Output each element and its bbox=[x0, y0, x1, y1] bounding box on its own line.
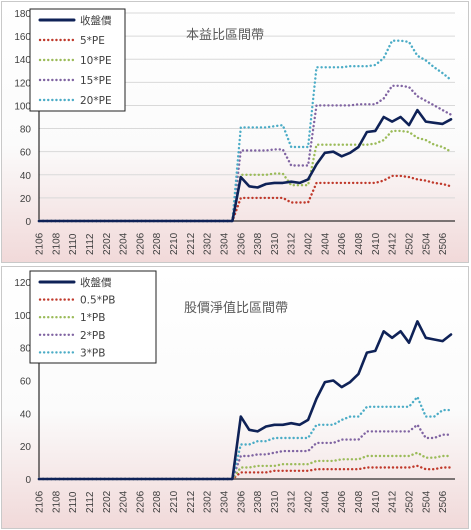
x-tick-label: 2108 bbox=[51, 490, 62, 513]
y-tick-label: 60 bbox=[20, 148, 32, 159]
y-tick-label: 0 bbox=[25, 475, 31, 486]
x-tick-label: 2212 bbox=[186, 490, 197, 513]
x-tick-label: 2210 bbox=[169, 490, 180, 513]
x-tick-label: 2206 bbox=[135, 490, 146, 513]
x-tick-label: 2506 bbox=[438, 232, 449, 255]
x-tick-label: 2208 bbox=[152, 232, 163, 255]
y-tick-label: 40 bbox=[20, 171, 32, 182]
x-tick-label: 2404 bbox=[320, 490, 331, 513]
x-tick-label: 2308 bbox=[253, 490, 264, 513]
x-tick-label: 2410 bbox=[371, 232, 382, 255]
x-tick-label: 2502 bbox=[404, 232, 415, 255]
y-tick-label: 0 bbox=[25, 217, 31, 228]
y-tick-label: 120 bbox=[14, 278, 31, 289]
pb-band-chart-panel: 0 20 40 60 80 100 120 2106 2108 2110 2112 2202 2204 2… bbox=[1, 266, 469, 529]
y-tick-label: 120 bbox=[14, 78, 31, 89]
legend-entry: 20*PE bbox=[80, 95, 112, 107]
y-tick-label: 60 bbox=[20, 377, 32, 388]
x-tick-label: 2208 bbox=[152, 490, 163, 513]
x-tick-label: 2502 bbox=[404, 490, 415, 513]
x-tick-label: 2406 bbox=[337, 232, 348, 255]
chart-title: 股價淨值比區間帶 bbox=[184, 300, 288, 316]
x-tick-label: 2206 bbox=[135, 232, 146, 255]
x-tick-label: 2204 bbox=[119, 490, 130, 513]
series-line-0 bbox=[37, 320, 453, 481]
x-tick-label: 2312 bbox=[287, 232, 298, 255]
x-tick-label: 2410 bbox=[371, 490, 382, 513]
x-tick-label: 2108 bbox=[51, 232, 62, 255]
x-tick-label: 2312 bbox=[287, 490, 298, 513]
x-tick-label: 2304 bbox=[219, 490, 230, 513]
x-tick-label: 2306 bbox=[236, 490, 247, 513]
y-tick-label: 140 bbox=[14, 55, 31, 66]
x-tick-label: 2404 bbox=[320, 232, 331, 255]
legend-entry: 3*PB bbox=[80, 347, 105, 359]
x-tick-label: 2412 bbox=[388, 490, 399, 513]
series-line-1 bbox=[37, 464, 453, 481]
x-tick-label: 2304 bbox=[219, 232, 230, 255]
x-tick-label: 2204 bbox=[119, 232, 130, 255]
legend-entry: 收盤價 bbox=[80, 14, 112, 27]
pb-band-chart: 0 20 40 60 80 100 120 2106 2108 2110 2112 2202 2204 2… bbox=[14, 270, 455, 513]
x-tick-label: 2306 bbox=[236, 232, 247, 255]
x-tick-label: 2112 bbox=[85, 233, 96, 255]
x-tick-label: 2408 bbox=[354, 232, 365, 255]
x-tick-label: 2302 bbox=[203, 232, 214, 255]
pe-band-chart-panel: 0 20 40 60 80 100 120 140 160 180 2106 2108 2110 2112… bbox=[1, 1, 469, 263]
legend-entry: 15*PE bbox=[80, 75, 112, 87]
y-tick-label: 80 bbox=[20, 344, 32, 355]
x-tick-label: 2110 bbox=[68, 233, 79, 255]
y-tick-label: 100 bbox=[14, 311, 31, 322]
y-tick-label: 100 bbox=[14, 101, 31, 112]
legend-box bbox=[29, 270, 157, 364]
legend-box bbox=[29, 8, 126, 112]
x-tick-label: 2412 bbox=[388, 232, 399, 255]
legend-entry: 0.5*PB bbox=[80, 295, 115, 307]
y-tick-label: 160 bbox=[14, 32, 31, 43]
x-tick-label: 2212 bbox=[186, 232, 197, 255]
x-tick-label: 2302 bbox=[203, 490, 214, 513]
x-tick-label: 2210 bbox=[169, 232, 180, 255]
legend-entry: 收盤價 bbox=[80, 276, 112, 289]
chart-title: 本益比區間帶 bbox=[186, 28, 264, 43]
x-tick-label: 2506 bbox=[438, 490, 449, 513]
x-tick-label: 2308 bbox=[253, 232, 264, 255]
x-tick-label: 2202 bbox=[102, 232, 113, 255]
y-tick-label: 20 bbox=[20, 442, 32, 453]
series-line-2 bbox=[37, 129, 453, 223]
pe-band-chart: 0 20 40 60 80 100 120 140 160 180 2106 2108 2110 2112… bbox=[14, 8, 455, 255]
series-line-0 bbox=[37, 108, 453, 223]
x-tick-label: 2504 bbox=[421, 490, 432, 513]
y-tick-label: 180 bbox=[14, 9, 31, 20]
x-tick-label: 2112 bbox=[85, 491, 96, 513]
x-tick-label: 2310 bbox=[270, 232, 281, 255]
x-tick-label: 2504 bbox=[421, 232, 432, 255]
legend-entry: 2*PB bbox=[80, 330, 105, 342]
y-tick-label: 80 bbox=[20, 125, 32, 136]
x-tick-label: 2402 bbox=[304, 490, 315, 513]
x-tick-label: 2202 bbox=[102, 490, 113, 513]
x-tick-label: 2406 bbox=[337, 490, 348, 513]
x-tick-label: 2106 bbox=[35, 232, 46, 255]
x-tick-label: 2408 bbox=[354, 490, 365, 513]
x-tick-label: 2310 bbox=[270, 490, 281, 513]
x-tick-label: 2402 bbox=[304, 232, 315, 255]
series-line-3 bbox=[37, 423, 453, 481]
x-tick-label: 2106 bbox=[35, 490, 46, 513]
legend-entry: 5*PE bbox=[80, 35, 105, 47]
y-tick-label: 40 bbox=[20, 409, 32, 420]
x-tick-label: 2110 bbox=[68, 491, 79, 513]
legend-entry: 10*PE bbox=[80, 55, 112, 67]
legend-entry: 1*PB bbox=[80, 312, 105, 324]
y-tick-label: 20 bbox=[20, 194, 32, 205]
